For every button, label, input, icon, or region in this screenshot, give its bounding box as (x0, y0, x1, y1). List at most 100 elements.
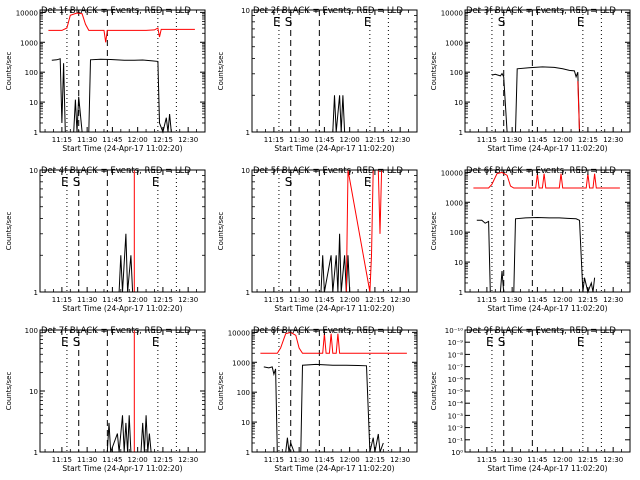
y-axis-label: Counts/sec (217, 212, 225, 251)
x-tick-label: 11:30 (77, 456, 97, 464)
y-tick-label: 1 (246, 449, 250, 457)
events-series-line (476, 216, 596, 294)
event-marker-label: S (285, 175, 293, 189)
y-axis-label: Counts/sec (217, 52, 225, 91)
x-tick-label: 12:00 (340, 456, 360, 464)
y-tick-label: 10⁻³ (448, 412, 464, 420)
event-marker-label: E (152, 175, 160, 189)
x-axis-label: Start Time (24-Apr-17 11:02:20) (487, 144, 607, 153)
y-tick-label: 10000 (228, 329, 250, 337)
chart-title: Det 3f BLACK = Events, RED = LLD (466, 6, 616, 16)
chart-panel: Det 1f BLACK = Events, RED = LLD 1 10 100 10… (5, 6, 206, 153)
x-axis-label: Start Time (24-Apr-17 11:02:20) (62, 464, 182, 473)
x-tick-label: 11:15 (264, 296, 284, 304)
lld-series-line (260, 331, 407, 354)
y-tick-label: 10⁰ (451, 449, 463, 457)
x-tick-label: 12:15 (578, 296, 598, 304)
x-tick-label: 11:15 (477, 296, 497, 304)
x-tick-label: 11:45 (314, 456, 334, 464)
y-axis-label: Counts/sec (430, 52, 438, 91)
y-tick-label: 1 (34, 289, 38, 297)
event-marker-label: E (61, 175, 69, 189)
chart-title: Det 5f BLACK = Events, RED = LLD (253, 166, 403, 176)
x-axis-label: Start Time (24-Apr-17 11:02:20) (62, 144, 182, 153)
x-tick-label: 12:00 (340, 136, 360, 144)
y-axis-label: Counts/sec (5, 372, 13, 411)
y-tick-label: 10000 (441, 169, 463, 177)
y-tick-label: 100 (25, 327, 38, 335)
event-marker-label: E (152, 335, 160, 349)
x-tick-label: 11:30 (77, 296, 97, 304)
x-tick-label: 12:15 (365, 456, 385, 464)
events-series-line (332, 95, 346, 133)
x-tick-label: 12:30 (603, 136, 623, 144)
x-axis-label: Start Time (24-Apr-17 11:02:20) (274, 144, 394, 153)
chart-panel: Det 6f BLACK = Events, RED = LLD 1 10 100 10… (430, 166, 631, 313)
plot-frame (464, 169, 631, 293)
x-tick-label: 12:30 (390, 136, 410, 144)
lld-series-line (48, 12, 195, 43)
x-tick-label: 11:15 (477, 456, 497, 464)
y-tick-label: 1000 (445, 39, 463, 47)
events-series-line (263, 363, 384, 453)
plot-frame (251, 9, 418, 133)
y-axis-label: Counts/sec (5, 52, 13, 91)
x-tick-label: 11:30 (502, 296, 522, 304)
y-tick-label: 10 (29, 388, 38, 396)
x-tick-label: 11:30 (77, 136, 97, 144)
x-tick-label: 12:30 (603, 456, 623, 464)
chart-title: Det 4f BLACK = Events, RED = LLD (41, 166, 191, 176)
y-tick-label: 1000 (445, 199, 463, 207)
plot-frame (251, 169, 418, 293)
y-tick-label: 10 (454, 99, 463, 107)
y-tick-label: 10⁻¹ (448, 437, 464, 445)
x-tick-label: 12:30 (178, 296, 198, 304)
x-tick-label: 11:45 (314, 136, 334, 144)
x-tick-label: 11:45 (102, 456, 122, 464)
event-marker-label: E (61, 335, 69, 349)
x-axis-label: Start Time (24-Apr-17 11:02:20) (62, 304, 182, 313)
events-series-line (106, 415, 152, 453)
events-series-line (320, 233, 351, 293)
y-tick-label: 10⁻² (448, 425, 464, 433)
x-tick-label: 11:30 (289, 456, 309, 464)
plot-frame (39, 169, 206, 293)
x-tick-label: 11:15 (52, 296, 72, 304)
event-marker-label: S (498, 335, 506, 349)
y-axis-label: Counts/sec (5, 212, 13, 251)
y-tick-label: 100 (450, 229, 463, 237)
chart-panel: Det 8f BLACK = Events, RED = LLD 1 10 100 10… (217, 326, 418, 473)
y-tick-label: 10⁻⁴ (448, 400, 464, 408)
y-tick-label: 10⁻⁵ (448, 388, 464, 396)
lld-series-line (473, 171, 620, 189)
x-tick-label: 12:30 (603, 296, 623, 304)
x-tick-label: 11:45 (102, 296, 122, 304)
x-tick-label: 12:00 (553, 296, 573, 304)
x-tick-label: 12:00 (553, 136, 573, 144)
y-tick-label: 1 (246, 129, 250, 137)
y-tick-label: 1000 (20, 39, 38, 47)
chart-title: Det 9f BLACK = Events, RED = LLD (466, 326, 616, 336)
events-series-line (51, 58, 172, 134)
chart-title: Det 2f BLACK = Events, RED = LLD (253, 6, 403, 16)
plot-frame (251, 329, 418, 453)
chart-title: Det 1f BLACK = Events, RED = LLD (41, 6, 191, 16)
y-tick-label: 100 (237, 389, 250, 397)
x-tick-label: 12:00 (340, 296, 360, 304)
x-tick-label: 11:45 (314, 296, 334, 304)
x-tick-label: 12:30 (390, 456, 410, 464)
y-tick-label: 10000 (16, 9, 38, 17)
x-tick-label: 11:15 (264, 456, 284, 464)
event-marker-label: E (577, 15, 585, 29)
x-tick-label: 12:00 (128, 136, 148, 144)
x-tick-label: 12:30 (178, 456, 198, 464)
y-tick-label: 10 (241, 7, 250, 15)
x-tick-label: 12:15 (365, 296, 385, 304)
x-tick-label: 12:15 (153, 136, 173, 144)
y-tick-label: 1 (459, 289, 463, 297)
event-marker-label: S (285, 15, 293, 29)
